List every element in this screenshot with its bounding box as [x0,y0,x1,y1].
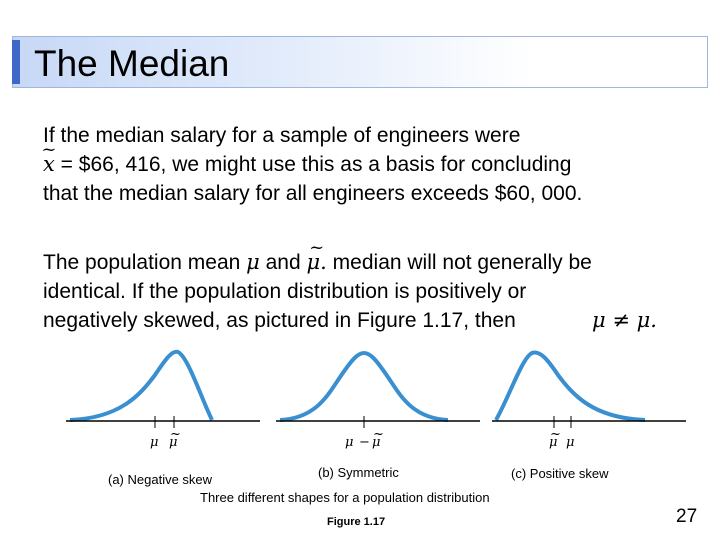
caption-positive-skew: (c) Positive skew [511,466,609,481]
figure-label: Figure 1.17 [327,516,386,528]
paragraph-1-line-3: that the median salary for all engineers… [43,182,583,205]
paragraph-1-line-2-text: = $66, 416, we might use this as a basis… [54,153,572,176]
page-number: 27 [676,506,698,527]
negative-skew-label-median: μ [169,435,177,450]
symmetric-curve [279,350,449,422]
paragraph-2-text-a: The population mean [43,251,247,274]
symmetric-label-sep: − [359,435,370,450]
panel-negative-skew: μ μ [66,349,260,450]
negative-skew-label-median-tilde: ~ [170,427,181,442]
positive-skew-curve [494,350,646,422]
mu-tilde-symbol: μ. [307,248,327,277]
paragraph-1-line-1: If the median salary for a sample of eng… [43,124,521,147]
figure-description: Three different shapes for a population … [200,490,490,505]
slide-title: The Median [34,43,230,84]
title-bar [12,36,708,88]
inequality-expression: μ ≠ μ. [592,308,657,332]
panel-positive-skew: μ μ [492,350,686,450]
x-tilde-symbol: x [43,150,55,179]
symmetric-label-median-tilde: ~ [373,427,384,442]
paragraph-2-text-c: median will not generally be [326,251,592,274]
positive-skew-label-mu: μ [566,435,574,450]
symmetric-label-mu: μ [345,435,353,450]
negative-skew-label-mu: μ [150,435,158,450]
negative-skew-curve [69,349,214,422]
paragraph-2-line-3: negatively skewed, as pictured in Figure… [43,309,516,332]
paragraph-2-line-1: The population mean μ and μ. median will… [43,248,592,277]
caption-negative-skew: (a) Negative skew [108,472,213,487]
mu-symbol: μ [246,250,260,274]
paragraph-2-text-b: and [259,251,307,274]
positive-skew-label-median: μ [549,435,557,450]
symmetric-label-median: μ [372,435,380,450]
paragraph-2-line-2: identical. If the population distributio… [43,280,527,303]
title-accent-bar [12,40,20,84]
paragraph-1-line-2: x = $66, 416, we might use this as a bas… [43,150,571,179]
positive-skew-label-median-tilde: ~ [550,427,561,442]
caption-symmetric: (b) Symmetric [318,465,399,480]
panel-symmetric: μ − μ [276,350,480,450]
